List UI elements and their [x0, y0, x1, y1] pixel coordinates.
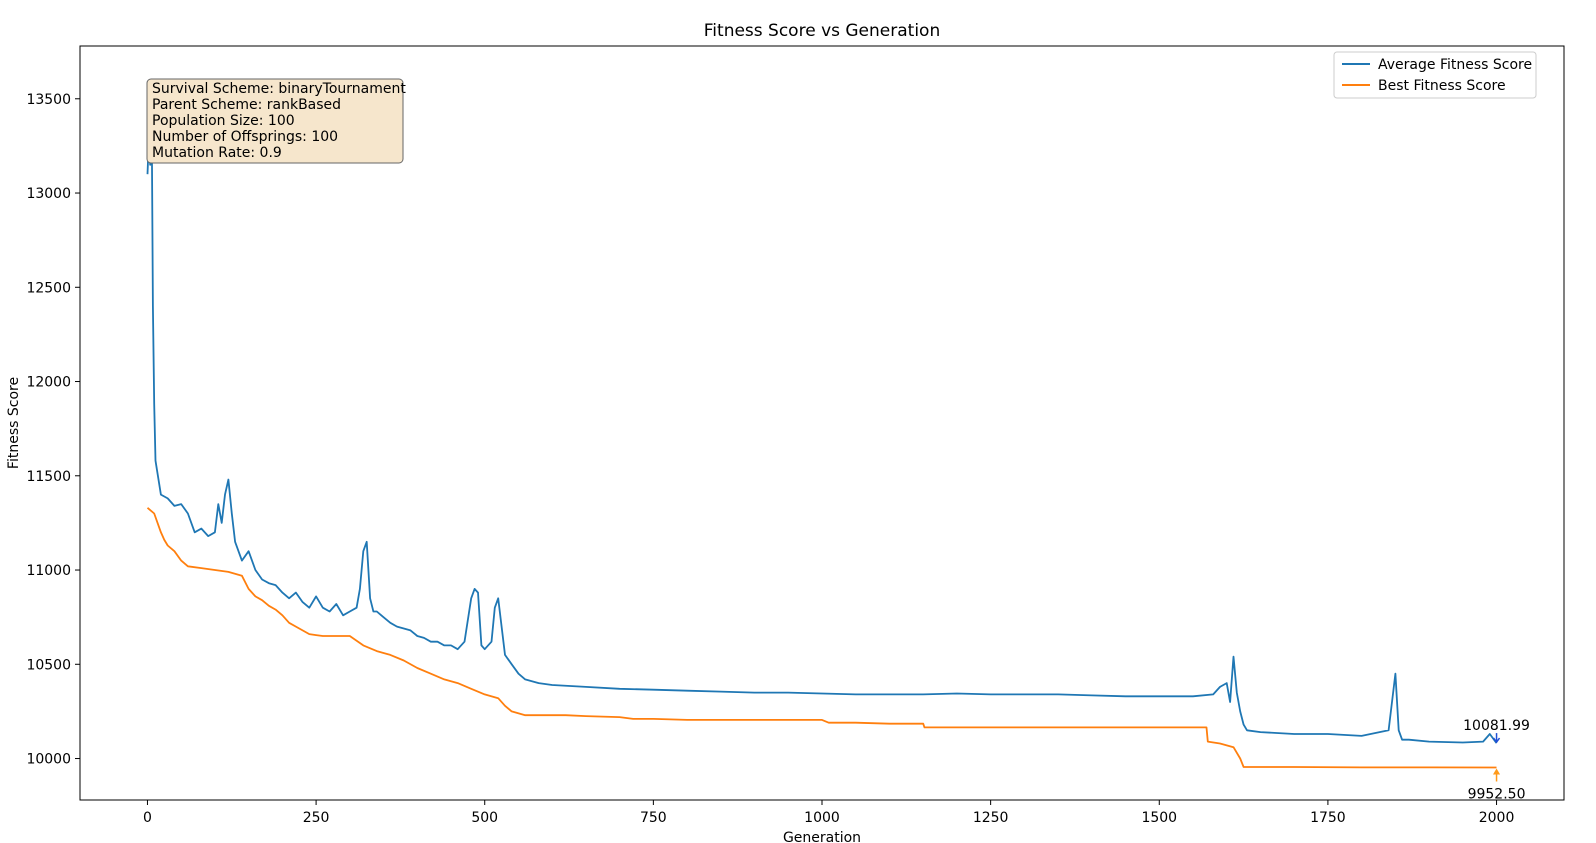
- legend-label: Average Fitness Score: [1378, 57, 1532, 73]
- annotation-arrowhead: [1493, 768, 1500, 775]
- x-tick-label: 750: [640, 810, 667, 826]
- info-box-background: [146, 78, 404, 164]
- x-axis: 0 250 500 750 1000 1250 1500 1750 2000: [143, 800, 1514, 826]
- info-box-line: Survival Scheme: binaryTournament: [152, 81, 406, 97]
- y-tick-label: 10500: [26, 657, 71, 673]
- parameters-info-box: Survival Scheme: binaryTournamentParent …: [146, 78, 406, 164]
- y-tick-label: 11500: [26, 469, 71, 485]
- x-tick-label: 0: [143, 810, 152, 826]
- annotation-arrowhead: [1492, 737, 1501, 744]
- y-tick-label: 10000: [26, 752, 71, 768]
- legend-box: [1333, 51, 1537, 99]
- legend-label: Best Fitness Score: [1378, 78, 1506, 94]
- x-tick-label: 500: [471, 810, 498, 826]
- y-tick-label: 11000: [26, 563, 71, 579]
- y-tick-label: 12000: [26, 375, 71, 391]
- chart-title: Fitness Score vs Generation: [704, 21, 940, 41]
- x-tick-label: 1500: [1141, 810, 1177, 826]
- x-tick-label: 250: [303, 810, 330, 826]
- info-box-line: Parent Scheme: rankBased: [152, 97, 341, 113]
- annotation-label: 9952.50: [1468, 786, 1526, 802]
- info-box-line: Number of Offsprings: 100: [152, 129, 338, 145]
- x-tick-label: 1000: [804, 810, 840, 826]
- info-box-line: Mutation Rate: 0.9: [152, 145, 282, 161]
- annotation-label: 10081.99: [1463, 718, 1530, 734]
- x-axis-label: Generation: [783, 830, 861, 843]
- y-tick-label: 12500: [26, 280, 71, 296]
- info-box-line: Population Size: 100: [152, 113, 295, 129]
- x-tick-label: 2000: [1479, 810, 1515, 826]
- best-fitness-line: [146, 507, 1497, 769]
- y-axis: 10000 10500 11000 11500 12000 12500 13000 13500: [26, 92, 80, 768]
- y-axis-label: Fitness Score: [6, 377, 22, 469]
- legend: Average Fitness Score Best Fitness Score: [1333, 51, 1537, 99]
- x-tick-label: 1750: [1310, 810, 1346, 826]
- y-tick-label: 13000: [26, 186, 71, 202]
- annotations: 10081.99 9952.50: [1463, 718, 1530, 802]
- x-tick-label: 1250: [973, 810, 1009, 826]
- average-fitness-line: [146, 86, 1498, 744]
- y-tick-label: 13500: [26, 92, 71, 108]
